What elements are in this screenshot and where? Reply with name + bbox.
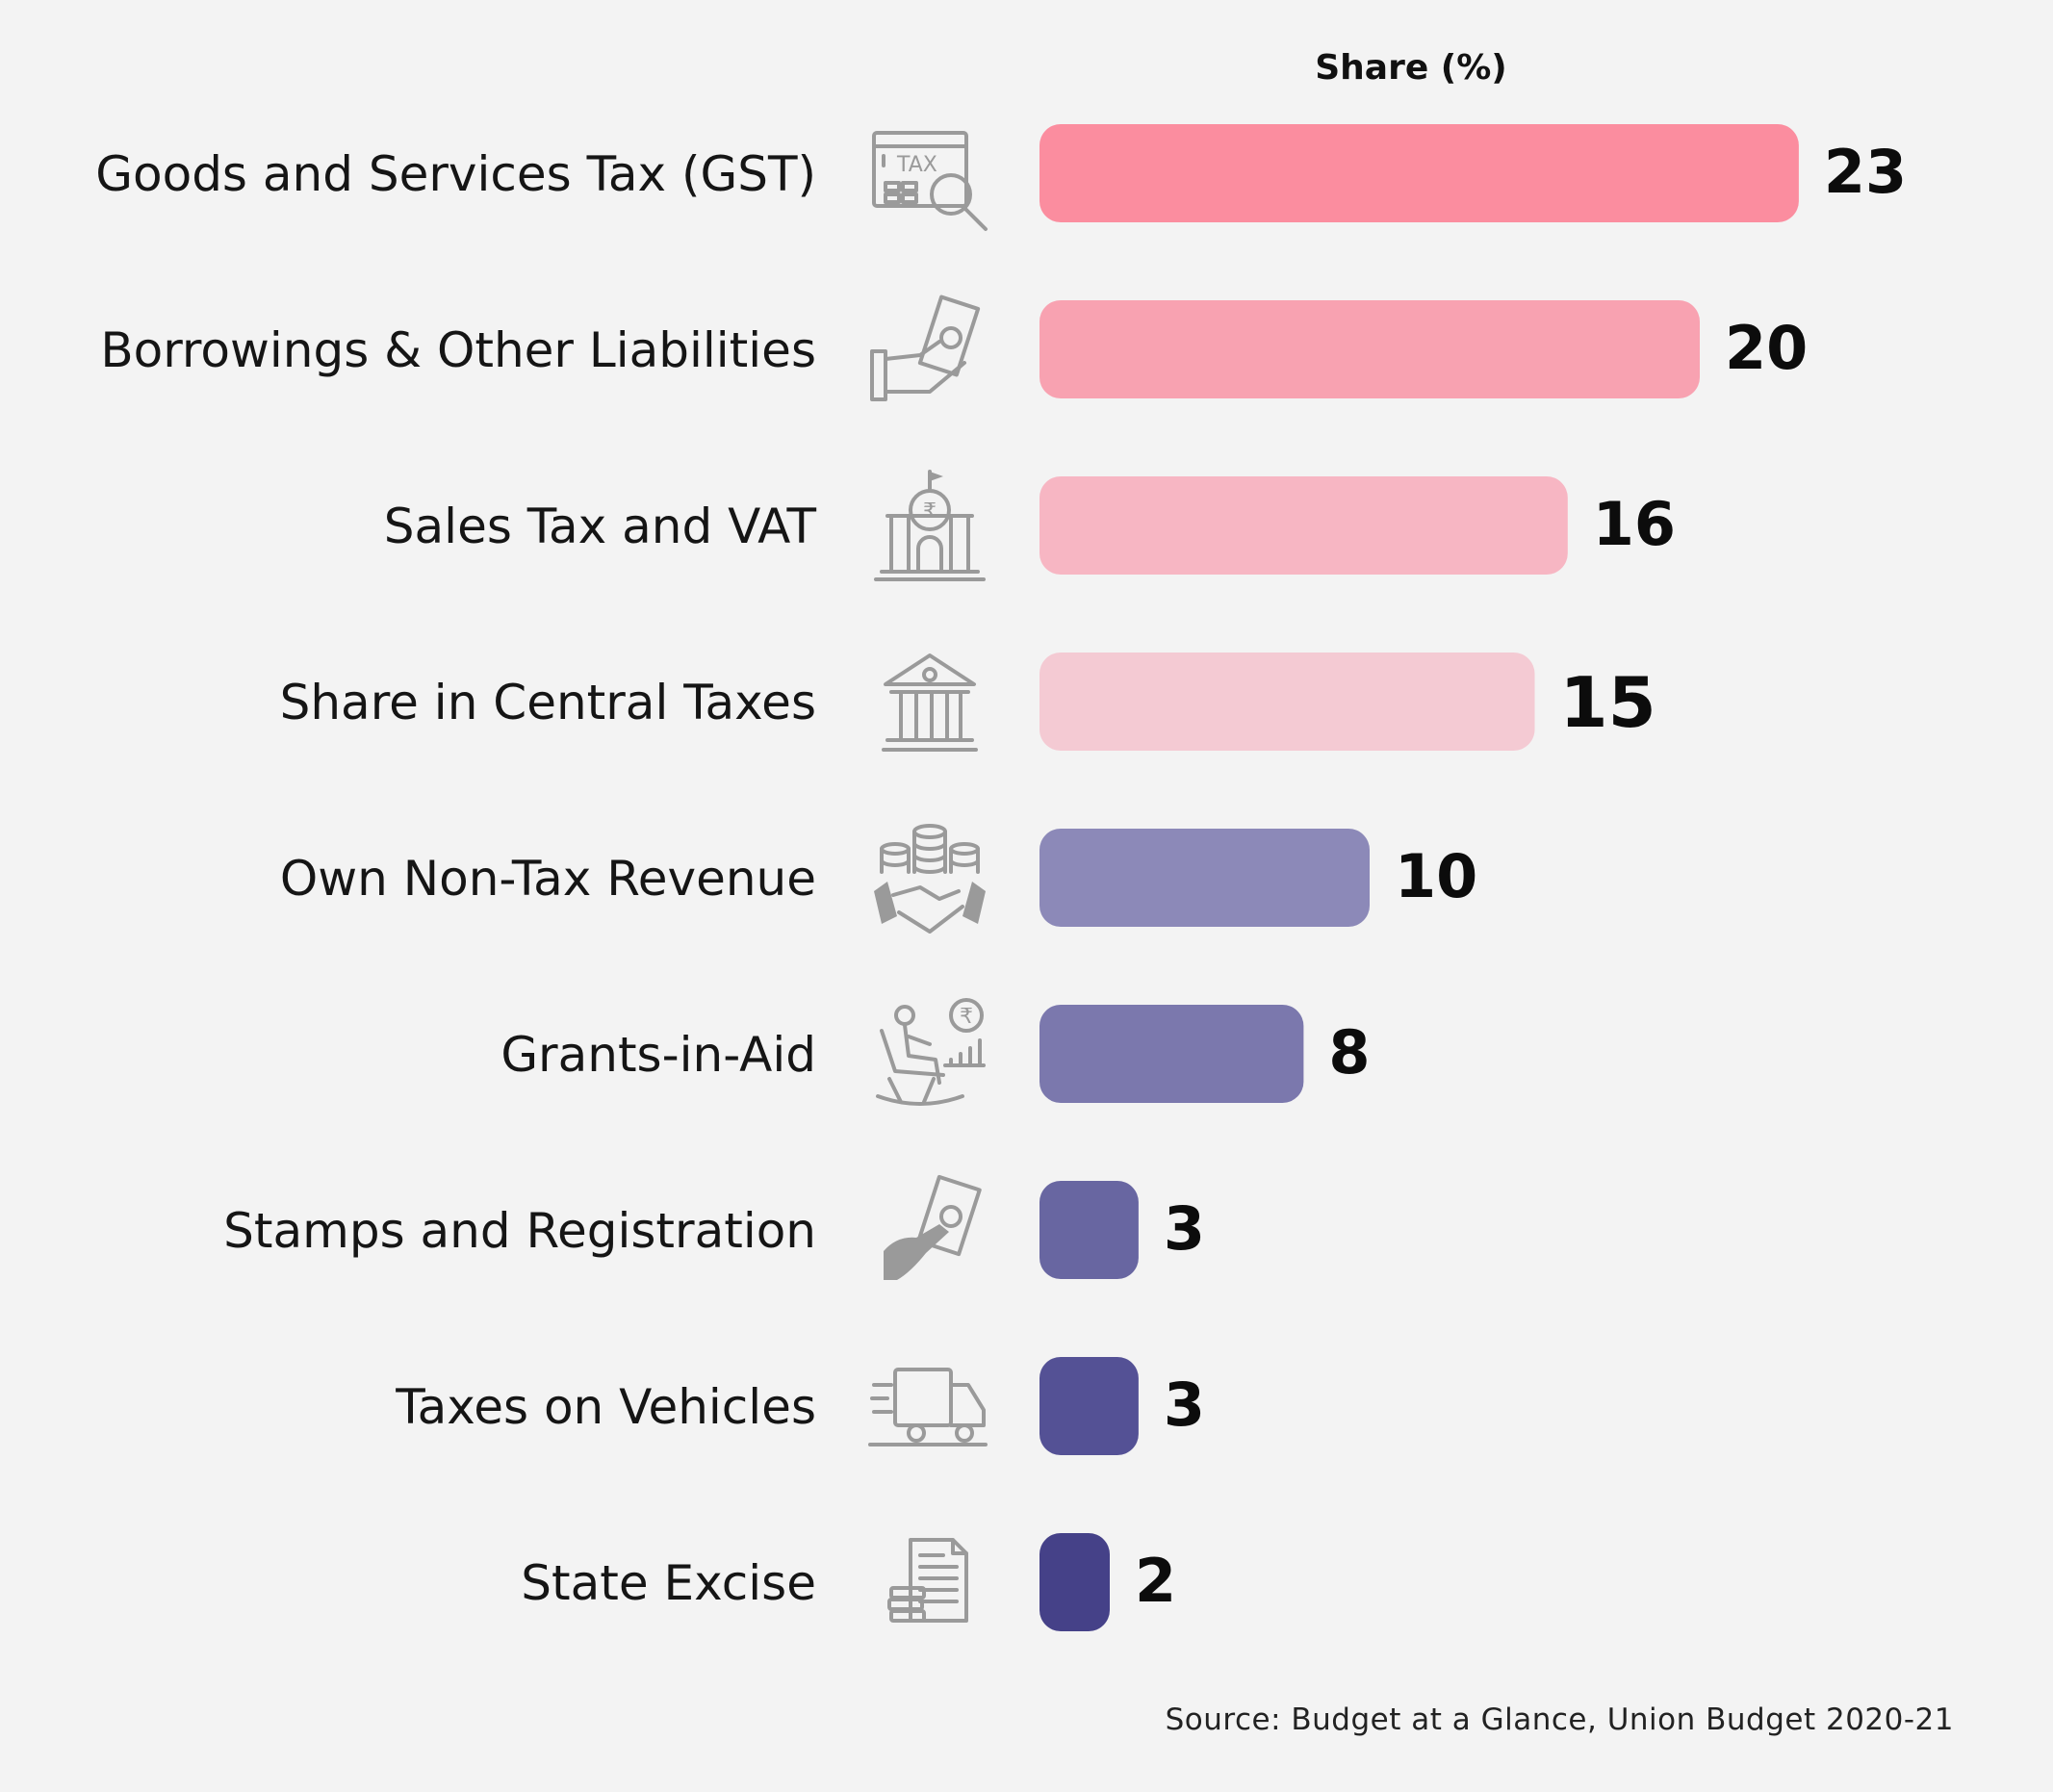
value-label: 2	[1135, 1546, 1176, 1616]
bar-row: Grants-in-Aid ₹8	[500, 998, 1371, 1106]
value-label: 8	[1328, 1017, 1370, 1088]
category-label: Grants-in-Aid	[500, 1027, 816, 1083]
bar-row: Borrowings & Other Liabilities 20	[100, 294, 1808, 401]
value-label: 3	[1164, 1193, 1205, 1264]
bank-building-icon	[882, 653, 978, 752]
bar-row: Stamps and Registration 3	[223, 1174, 1205, 1280]
chart-title: Share (%)	[1315, 48, 1507, 88]
category-label: Goods and Services Tax (GST)	[95, 146, 816, 202]
value-label: 20	[1725, 313, 1808, 383]
bar	[1039, 653, 1535, 751]
value-label: 16	[1593, 489, 1676, 559]
value-label: 23	[1824, 137, 1907, 207]
bar	[1039, 300, 1700, 398]
bar	[1039, 124, 1799, 222]
category-label: Taxes on Vehicles	[395, 1379, 816, 1435]
bar-row: State Excise 2	[521, 1533, 1176, 1631]
rupee-government-building-icon: ₹	[874, 470, 986, 581]
bar	[1039, 1533, 1110, 1631]
category-label: Borrowings & Other Liabilities	[100, 322, 816, 378]
category-label: Stamps and Registration	[223, 1203, 816, 1259]
value-label: 3	[1164, 1370, 1205, 1440]
bar	[1039, 829, 1370, 927]
bar-row: Own Non-Tax Revenue 10	[280, 824, 1477, 934]
bar	[1039, 476, 1568, 575]
value-label: 10	[1395, 841, 1477, 911]
category-label: Share in Central Taxes	[280, 675, 816, 730]
hand-money-icon	[884, 1174, 982, 1280]
bar-row: Taxes on Vehicles 3	[395, 1357, 1205, 1455]
source-note: Source: Budget at a Glance, Union Budget…	[1166, 1702, 1954, 1737]
value-label: 15	[1560, 662, 1656, 743]
hand-cash-icon	[870, 294, 981, 401]
bar-row: Goods and Services Tax (GST) TAX 23	[95, 124, 1907, 231]
pensioner-rupee-icon: ₹	[876, 998, 986, 1106]
svg-text:TAX: TAX	[896, 153, 937, 177]
documents-stack-icon	[887, 1538, 968, 1623]
bar-row: Sales Tax and VAT ₹16	[384, 470, 1676, 581]
category-label: State Excise	[521, 1555, 816, 1611]
bar	[1039, 1181, 1139, 1279]
delivery-truck-icon	[868, 1368, 988, 1446]
bar	[1039, 1357, 1139, 1455]
svg-text:₹: ₹	[960, 1005, 973, 1029]
coins-handshake-icon	[874, 824, 986, 934]
svg-text:₹: ₹	[923, 499, 937, 524]
category-label: Sales Tax and VAT	[384, 499, 817, 554]
bar-row: Share in Central Taxes 15	[280, 653, 1656, 752]
tax-magnifier-icon: TAX	[872, 131, 988, 231]
category-label: Own Non-Tax Revenue	[280, 851, 816, 907]
bar	[1039, 1005, 1304, 1103]
